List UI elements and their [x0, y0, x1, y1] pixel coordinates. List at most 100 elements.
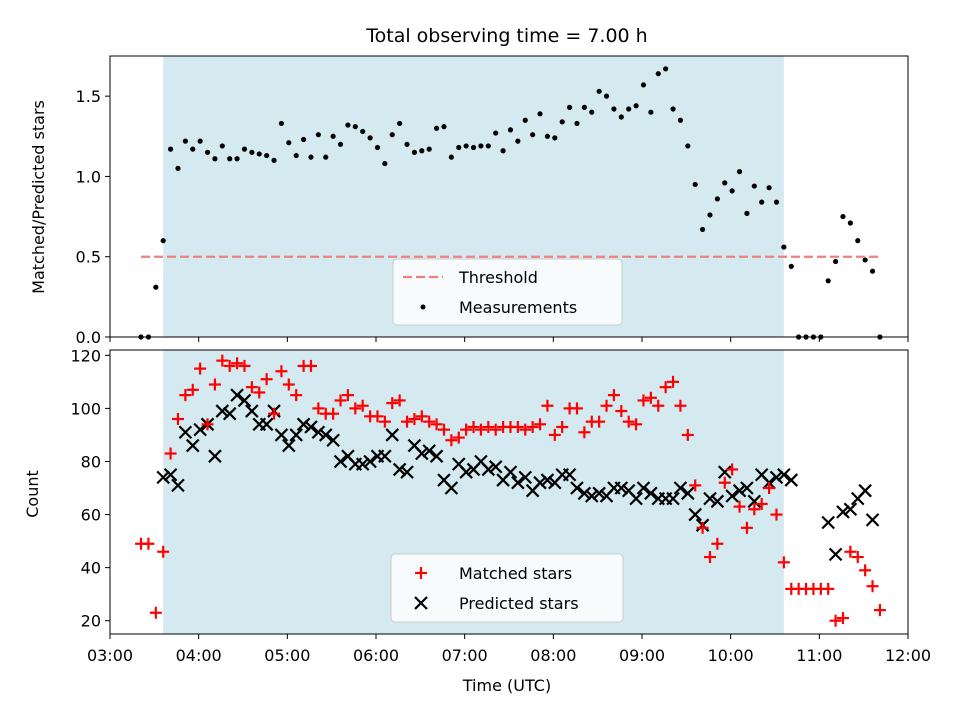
- top-legend-box: [392, 258, 623, 326]
- measurement-point: [404, 141, 410, 147]
- predicted-point: [784, 473, 799, 487]
- measurement-point: [337, 141, 344, 147]
- predicted-point: [193, 422, 207, 437]
- matched-point: [770, 508, 783, 521]
- predicted-point: [503, 465, 518, 479]
- measurement-point: [759, 199, 765, 205]
- top-legend: Threshold Measurements: [392, 258, 623, 326]
- bottom-y-tick-label: 60: [81, 506, 101, 525]
- matched-point: [652, 399, 665, 412]
- matched-point: [763, 482, 776, 495]
- measurement-point: [175, 165, 181, 171]
- predicted-point: [570, 481, 584, 495]
- predicted-point: [385, 428, 400, 442]
- x-tick-label: 11:00: [796, 646, 842, 665]
- matched-point: [519, 423, 532, 436]
- measurement-point: [456, 144, 462, 151]
- measurement-point: [271, 157, 277, 163]
- measurement-point: [426, 146, 432, 152]
- predicted-point: [592, 486, 606, 501]
- predicted-point: [392, 462, 407, 477]
- measurement-point: [212, 156, 218, 162]
- measurement-point: [389, 132, 395, 138]
- predicted-point: [740, 481, 754, 495]
- predicted-point: [333, 454, 348, 469]
- matched-point: [703, 551, 716, 564]
- measurement-point: [448, 154, 454, 160]
- matched-point: [437, 423, 450, 436]
- x-tick-label: 05:00: [264, 646, 310, 665]
- measurement-point: [736, 169, 743, 175]
- matched-point: [393, 394, 406, 407]
- measurement-point: [293, 152, 299, 159]
- bottom-legend-box: [390, 553, 624, 623]
- bottom-y-tick-label: 100: [70, 399, 101, 418]
- measurement-point: [507, 127, 514, 133]
- predicted-point: [511, 475, 525, 490]
- matched-point: [659, 381, 672, 394]
- legend-measurements-label: Measurements: [459, 298, 577, 317]
- x-tick-label: 08:00: [530, 646, 576, 665]
- matched-point: [341, 389, 354, 402]
- matched-point: [290, 389, 303, 402]
- x-tick-label: 09:00: [619, 646, 665, 665]
- top-panel: 0.0 0.5 1.0 1.5 Matched/Predicted stars Thr…: [29, 55, 909, 347]
- measurement-point: [308, 154, 314, 160]
- matched-point: [615, 405, 628, 418]
- measurement-point: [670, 106, 676, 112]
- predicted-point: [703, 491, 717, 506]
- matched-point: [755, 497, 768, 510]
- measurement-point: [256, 151, 262, 157]
- measurement-point: [493, 130, 499, 136]
- matched-point: [866, 580, 879, 593]
- measurement-point: [522, 117, 528, 123]
- matched-point: [171, 413, 184, 426]
- matched-point: [164, 447, 177, 460]
- matched-point: [548, 428, 561, 441]
- matched-point: [408, 413, 421, 426]
- measurement-point: [729, 188, 735, 194]
- matched-point: [460, 423, 473, 436]
- matched-point: [674, 399, 687, 412]
- matched-point: [223, 359, 236, 372]
- matched-point: [489, 423, 502, 436]
- measurement-point: [345, 122, 351, 128]
- matched-point: [578, 426, 591, 439]
- measurement-point: [862, 257, 868, 263]
- matched-point: [216, 354, 229, 367]
- measurement-point: [323, 154, 329, 160]
- predicted-point: [710, 494, 725, 509]
- matched-point: [194, 362, 207, 375]
- matched-point: [327, 407, 340, 420]
- predicted-point: [311, 425, 326, 440]
- measurement-point: [699, 226, 706, 233]
- matched-point: [149, 606, 162, 619]
- x-tick-label: 04:00: [176, 646, 222, 665]
- matched-point: [282, 378, 295, 391]
- measurement-point: [589, 109, 595, 115]
- matched-point: [157, 545, 170, 558]
- predicted-point: [836, 505, 850, 519]
- legend-predicted-label: Predicted stars: [459, 594, 579, 613]
- predicted-point: [422, 444, 436, 458]
- measurement-point: [153, 284, 159, 290]
- predicted-point: [237, 393, 252, 408]
- matched-point: [718, 476, 731, 489]
- matched-point: [356, 399, 369, 412]
- predicted-point: [208, 449, 222, 463]
- measurement-point: [352, 124, 358, 130]
- measurement-point: [419, 148, 425, 154]
- matched-point: [201, 418, 214, 431]
- bottom-axes-frame: [109, 349, 909, 635]
- top-y-tick-label: 0.5: [76, 248, 101, 267]
- legend-predicted-marker: [414, 596, 428, 610]
- predicted-point: [577, 486, 592, 501]
- matched-point: [275, 365, 288, 378]
- measurement-point: [360, 128, 366, 135]
- measurement-point: [581, 104, 587, 110]
- predicted-point: [769, 470, 784, 485]
- measurement-point: [278, 120, 285, 127]
- x-tick-label: 12:00: [885, 646, 931, 665]
- measurement-point: [315, 132, 321, 138]
- matched-point: [667, 375, 680, 388]
